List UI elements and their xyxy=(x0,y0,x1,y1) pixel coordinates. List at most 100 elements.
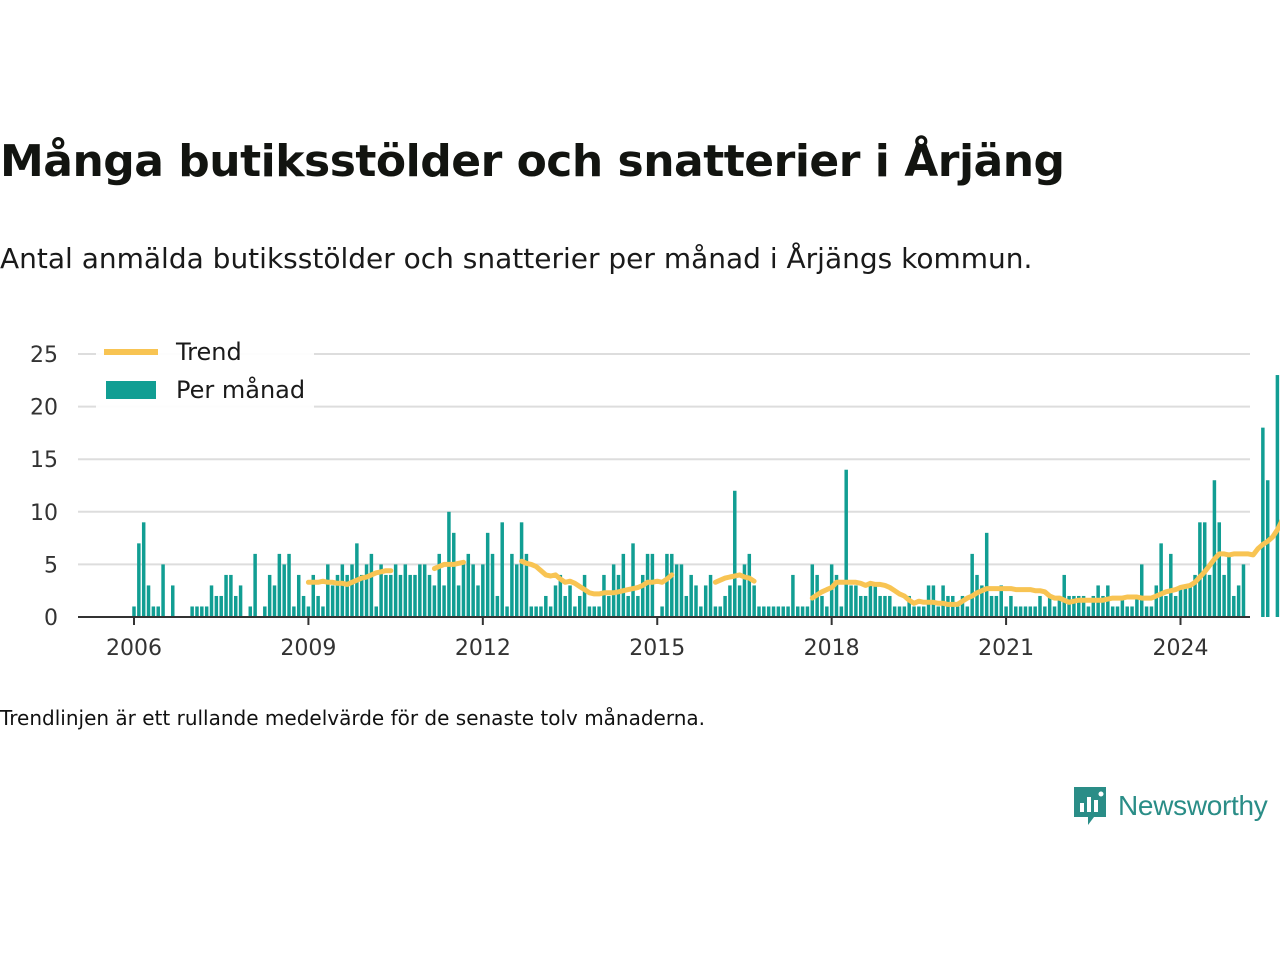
bar xyxy=(248,606,253,617)
bar xyxy=(723,595,727,617)
bar xyxy=(422,564,427,617)
bar xyxy=(534,606,538,617)
bar xyxy=(466,553,471,617)
bar xyxy=(1169,553,1173,617)
bar xyxy=(1265,480,1270,617)
bar xyxy=(282,564,286,617)
bar xyxy=(1057,595,1062,617)
bar xyxy=(330,585,335,617)
bar xyxy=(539,606,543,617)
bar xyxy=(694,585,698,617)
y-tick-label: 15 xyxy=(30,448,58,473)
brand-logo[interactable]: Newsworthy xyxy=(1072,784,1268,828)
bar xyxy=(151,606,156,617)
chart-subtitle: Antal anmälda butiksstölder och snatteri… xyxy=(0,242,1033,275)
bar xyxy=(568,585,572,617)
bar xyxy=(1062,574,1066,617)
bar xyxy=(1217,522,1222,617)
bar xyxy=(132,606,136,617)
bar xyxy=(413,574,417,617)
bar xyxy=(1164,595,1168,617)
bar xyxy=(965,606,970,617)
bar xyxy=(345,574,349,617)
bar xyxy=(897,606,902,617)
bar xyxy=(442,585,446,617)
bar xyxy=(311,574,316,617)
bar xyxy=(171,585,175,617)
bar xyxy=(238,585,243,617)
bar xyxy=(1067,595,1071,617)
bar xyxy=(863,595,868,617)
bar xyxy=(316,595,320,617)
bar xyxy=(781,606,785,617)
bar xyxy=(805,606,810,617)
bar xyxy=(1178,585,1183,617)
bar xyxy=(529,606,534,617)
bar xyxy=(975,574,979,617)
trend-segment xyxy=(305,568,394,587)
bar xyxy=(1009,595,1013,617)
bar xyxy=(796,606,800,617)
bar xyxy=(970,553,974,617)
bar xyxy=(1072,595,1076,617)
bar xyxy=(834,574,839,617)
bar xyxy=(1101,595,1105,617)
bar xyxy=(369,553,374,617)
bar xyxy=(519,522,524,617)
bar xyxy=(645,553,650,617)
bar xyxy=(1120,595,1125,617)
bar xyxy=(195,606,199,617)
bar xyxy=(141,522,146,617)
bar xyxy=(577,595,582,617)
bar xyxy=(636,595,640,617)
bar xyxy=(471,564,475,617)
bar xyxy=(733,490,737,617)
bar xyxy=(1081,595,1086,617)
bar xyxy=(626,595,630,617)
bar xyxy=(762,606,766,617)
bar xyxy=(602,574,606,617)
bar xyxy=(432,585,437,617)
bar xyxy=(892,606,897,617)
bar xyxy=(1159,543,1163,617)
bar xyxy=(452,532,456,617)
bar xyxy=(980,585,984,617)
bar xyxy=(156,606,160,617)
bar xyxy=(607,595,611,617)
bar xyxy=(728,585,732,617)
bar xyxy=(665,553,669,617)
bar xyxy=(984,532,989,617)
bar xyxy=(747,553,752,617)
bar xyxy=(1125,606,1129,617)
bar xyxy=(335,574,340,617)
bar xyxy=(829,564,834,617)
bar xyxy=(219,595,223,617)
x-tick-label: 2021 xyxy=(978,636,1034,661)
bar xyxy=(888,595,892,617)
bar xyxy=(674,564,679,617)
bar xyxy=(1232,595,1236,617)
bar xyxy=(437,553,441,617)
bar xyxy=(1188,585,1192,617)
bar xyxy=(854,585,858,617)
bar xyxy=(350,564,354,617)
bar xyxy=(621,553,626,617)
bar xyxy=(389,574,393,617)
bar xyxy=(500,522,504,617)
bar xyxy=(1193,574,1197,617)
bar xyxy=(524,553,529,617)
bar xyxy=(1038,595,1042,617)
y-tick-label: 0 xyxy=(44,606,58,631)
trend-segment xyxy=(519,558,675,597)
y-tick-label: 5 xyxy=(44,553,58,578)
bar xyxy=(670,553,674,617)
bar xyxy=(771,606,776,617)
bar xyxy=(1004,606,1008,617)
bar xyxy=(994,595,999,617)
bar xyxy=(505,606,509,617)
bar xyxy=(1236,585,1241,617)
bar xyxy=(786,606,790,617)
bar xyxy=(858,595,863,617)
x-tick-label: 2009 xyxy=(280,636,336,661)
